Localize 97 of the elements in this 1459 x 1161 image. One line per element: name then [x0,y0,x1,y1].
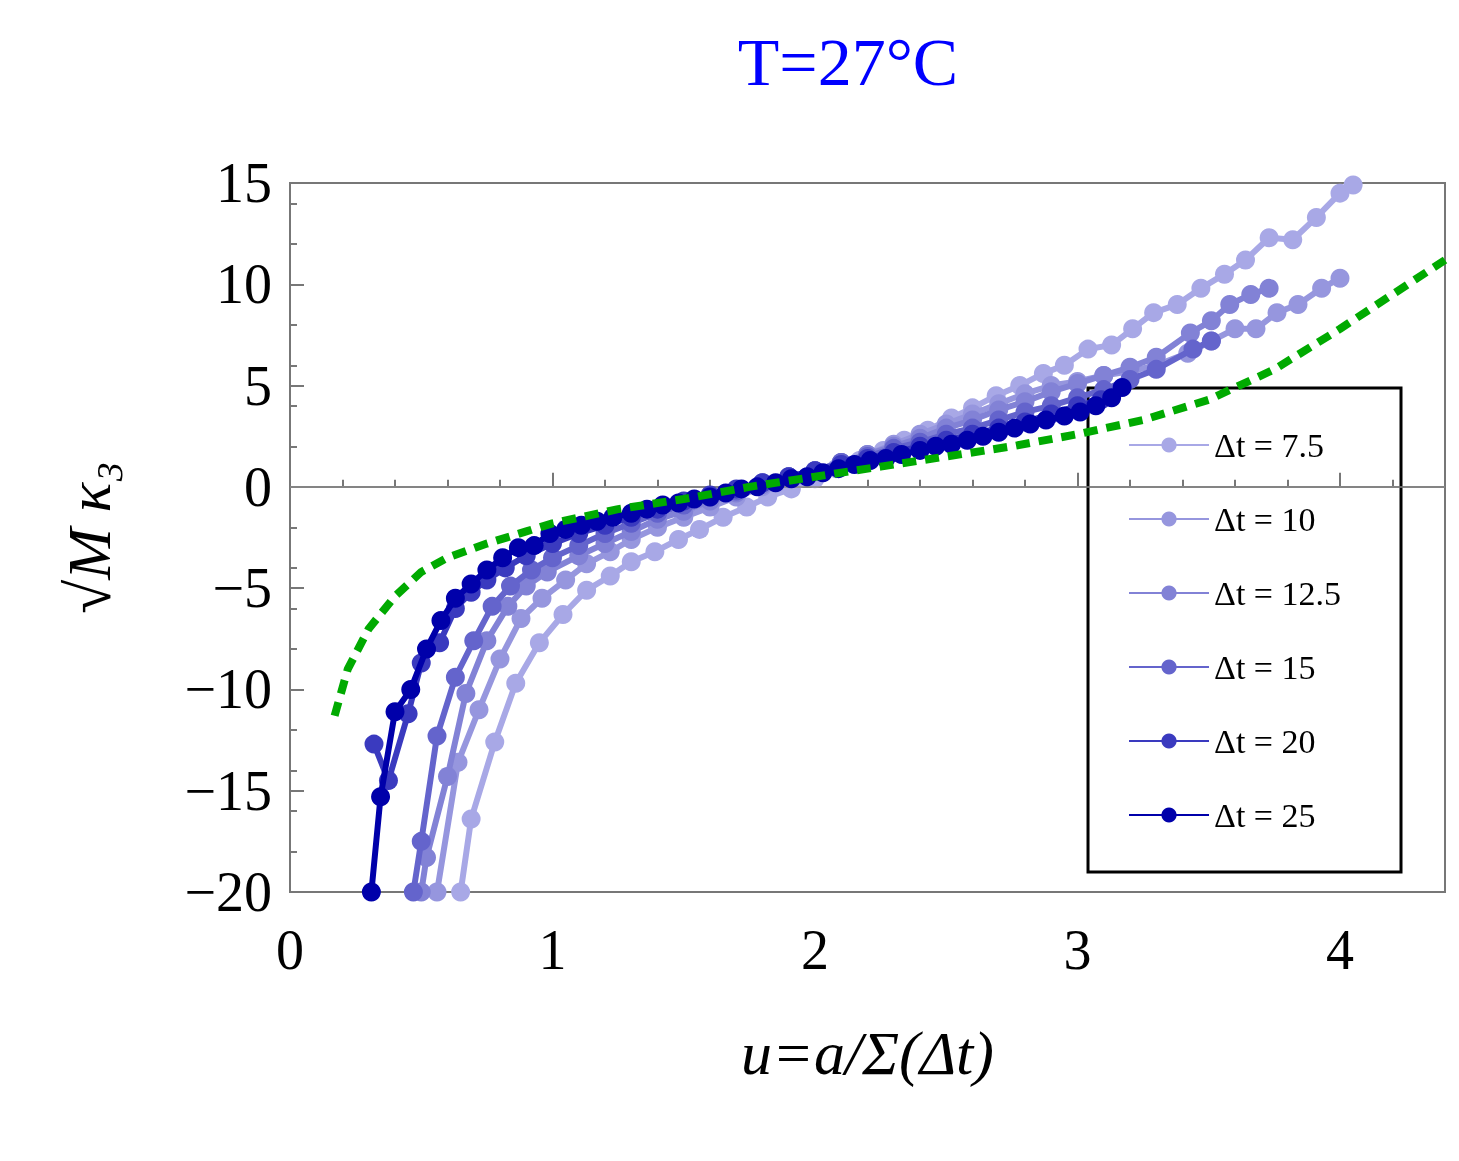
point [1306,207,1326,227]
legend-label: Δt = 15 [1214,648,1316,686]
point [506,673,526,693]
legend-label: Δt = 10 [1214,500,1316,538]
point [1259,278,1279,298]
point [403,882,423,902]
legend-label: Δt = 7.5 [1214,426,1325,464]
legend-label: Δt = 20 [1214,722,1316,760]
y-tick-label: 5 [244,354,272,417]
point [364,734,384,754]
point [1054,406,1074,426]
point [1246,319,1266,339]
y-axis-title: √M κ₃ [55,461,123,614]
point [1215,264,1234,284]
point [511,609,531,629]
point [973,426,993,446]
point [1241,284,1261,304]
point [401,679,421,699]
point [1036,410,1056,430]
point [529,633,549,653]
point [1020,414,1040,434]
point [1191,278,1211,298]
point [456,683,476,703]
point [524,536,544,556]
point [1102,335,1122,355]
y-tick-label: 15 [216,152,272,214]
chart-title: T=27°C [737,24,959,100]
point [508,538,528,558]
point [427,882,447,902]
point [556,570,576,590]
point [553,604,573,624]
point [669,530,688,550]
point [385,702,405,722]
point [1267,303,1287,323]
point [690,519,709,539]
point [1259,228,1279,248]
y-tick-label: −20 [184,861,272,923]
point [1283,230,1303,250]
point [477,560,497,580]
point [1144,303,1164,323]
point [600,566,620,586]
legend-label: Δt = 25 [1214,796,1316,834]
x-tick-label: 3 [1063,919,1092,981]
x-axis-title: u=a/Σ(Δt) [741,1019,994,1088]
point [461,809,481,829]
point [645,542,665,562]
point [485,732,505,752]
point [532,588,552,608]
y-tick-label: −10 [184,658,272,721]
point [417,639,436,659]
point [1070,402,1090,422]
point [464,631,484,651]
point [1201,311,1221,331]
point [427,726,447,746]
point [411,831,431,851]
y-tick-label: −5 [212,557,272,620]
point [431,611,451,631]
point [490,649,510,669]
point [438,767,457,787]
point [1236,250,1255,270]
point [1220,295,1240,315]
point [1112,378,1132,398]
point [361,882,381,902]
point [577,580,597,600]
legend-label: Δt = 12.5 [1214,574,1342,612]
point [621,552,641,572]
point [713,507,733,527]
point [1005,418,1024,438]
point [957,430,977,450]
point [1054,355,1074,375]
point [445,667,465,687]
point [493,548,513,568]
point [451,882,471,902]
point [1183,339,1203,359]
point [1146,359,1166,379]
x-tick-label: 1 [538,919,567,981]
point [1180,323,1200,343]
point [1123,319,1143,339]
point [469,700,489,720]
point [1078,339,1098,359]
x-tick-label: 2 [801,919,829,981]
point [1167,295,1187,315]
point [1343,175,1363,195]
point [1225,319,1245,339]
x-tick-label: 4 [1326,919,1354,981]
y-tick-label: 0 [244,455,272,518]
point [371,787,391,807]
point [1086,396,1106,416]
point [1288,295,1308,315]
y-tick-label: −15 [184,759,272,822]
point [501,576,520,596]
point [461,574,481,594]
y-tick-label: 10 [216,253,272,316]
point [445,588,465,608]
point [482,596,502,616]
point [1312,278,1332,298]
point [1330,268,1350,288]
